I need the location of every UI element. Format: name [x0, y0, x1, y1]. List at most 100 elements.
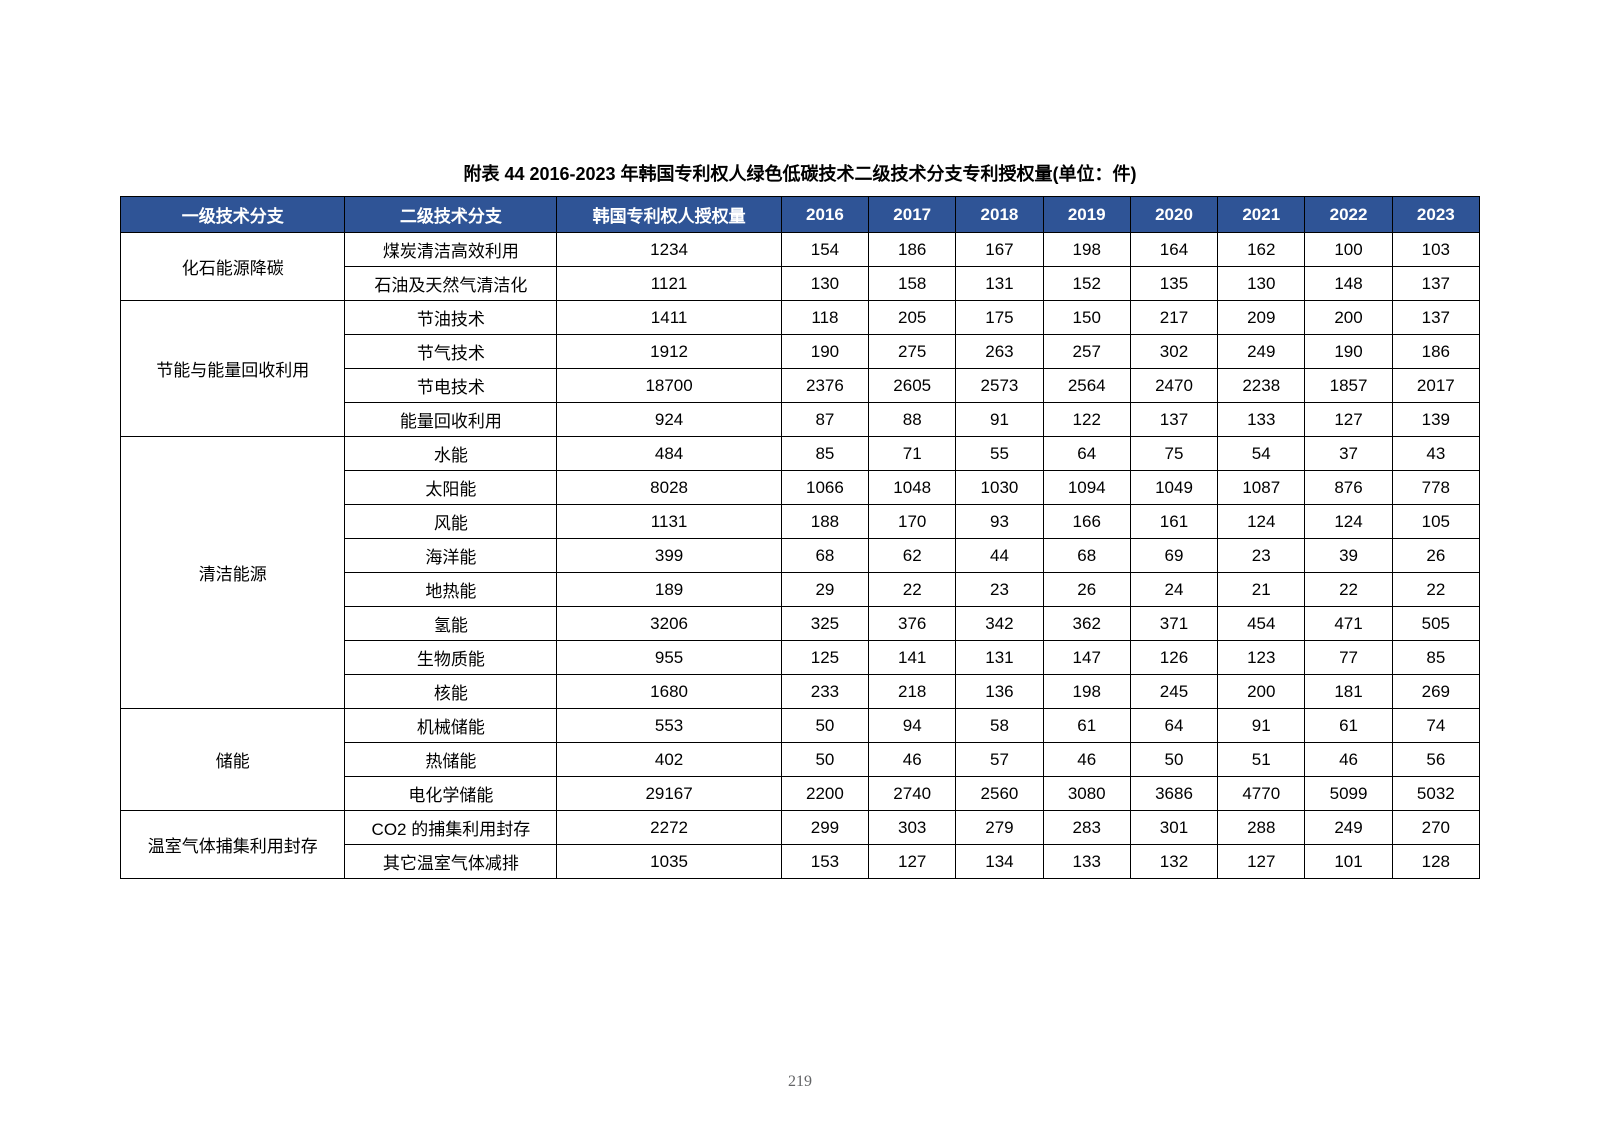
- category-level2-cell: 能量回收利用: [345, 403, 557, 437]
- year-value-cell: 133: [1043, 845, 1130, 879]
- year-value-cell: 137: [1130, 403, 1217, 437]
- year-value-cell: 152: [1043, 267, 1130, 301]
- header-level1: 一级技术分支: [121, 197, 345, 233]
- year-value-cell: 87: [781, 403, 868, 437]
- year-value-cell: 124: [1218, 505, 1305, 539]
- total-cell: 402: [557, 743, 781, 777]
- year-value-cell: 46: [1043, 743, 1130, 777]
- year-value-cell: 3080: [1043, 777, 1130, 811]
- year-value-cell: 85: [781, 437, 868, 471]
- patent-data-table: 一级技术分支 二级技术分支 韩国专利权人授权量 2016 2017 2018 2…: [120, 196, 1480, 879]
- year-value-cell: 39: [1305, 539, 1392, 573]
- header-2017: 2017: [869, 197, 956, 233]
- year-value-cell: 2560: [956, 777, 1043, 811]
- total-cell: 1121: [557, 267, 781, 301]
- category-level2-cell: 煤炭清洁高效利用: [345, 233, 557, 267]
- year-value-cell: 1094: [1043, 471, 1130, 505]
- year-value-cell: 137: [1392, 267, 1479, 301]
- year-value-cell: 118: [781, 301, 868, 335]
- category-level2-cell: 太阳能: [345, 471, 557, 505]
- year-value-cell: 94: [869, 709, 956, 743]
- year-value-cell: 190: [781, 335, 868, 369]
- year-value-cell: 131: [956, 267, 1043, 301]
- year-value-cell: 57: [956, 743, 1043, 777]
- year-value-cell: 1049: [1130, 471, 1217, 505]
- total-cell: 955: [557, 641, 781, 675]
- year-value-cell: 105: [1392, 505, 1479, 539]
- year-value-cell: 200: [1218, 675, 1305, 709]
- year-value-cell: 22: [1305, 573, 1392, 607]
- year-value-cell: 186: [1392, 335, 1479, 369]
- year-value-cell: 101: [1305, 845, 1392, 879]
- table-row: 清洁能源水能4848571556475543743: [121, 437, 1480, 471]
- category-level2-cell: 节油技术: [345, 301, 557, 335]
- year-value-cell: 125: [781, 641, 868, 675]
- header-2023: 2023: [1392, 197, 1479, 233]
- year-value-cell: 233: [781, 675, 868, 709]
- year-value-cell: 148: [1305, 267, 1392, 301]
- header-2020: 2020: [1130, 197, 1217, 233]
- table-body: 化石能源降碳煤炭清洁高效利用12341541861671981641621001…: [121, 233, 1480, 879]
- category-level2-cell: 风能: [345, 505, 557, 539]
- header-2016: 2016: [781, 197, 868, 233]
- year-value-cell: 88: [869, 403, 956, 437]
- total-cell: 2272: [557, 811, 781, 845]
- category-level2-cell: 生物质能: [345, 641, 557, 675]
- category-level2-cell: 热储能: [345, 743, 557, 777]
- year-value-cell: 91: [956, 403, 1043, 437]
- year-value-cell: 162: [1218, 233, 1305, 267]
- header-row: 一级技术分支 二级技术分支 韩国专利权人授权量 2016 2017 2018 2…: [121, 197, 1480, 233]
- year-value-cell: 249: [1218, 335, 1305, 369]
- year-value-cell: 200: [1305, 301, 1392, 335]
- year-value-cell: 93: [956, 505, 1043, 539]
- year-value-cell: 778: [1392, 471, 1479, 505]
- year-value-cell: 58: [956, 709, 1043, 743]
- category-level2-cell: 节电技术: [345, 369, 557, 403]
- year-value-cell: 245: [1130, 675, 1217, 709]
- year-value-cell: 77: [1305, 641, 1392, 675]
- year-value-cell: 91: [1218, 709, 1305, 743]
- year-value-cell: 44: [956, 539, 1043, 573]
- year-value-cell: 269: [1392, 675, 1479, 709]
- year-value-cell: 154: [781, 233, 868, 267]
- year-value-cell: 22: [1392, 573, 1479, 607]
- year-value-cell: 123: [1218, 641, 1305, 675]
- year-value-cell: 56: [1392, 743, 1479, 777]
- year-value-cell: 166: [1043, 505, 1130, 539]
- total-cell: 399: [557, 539, 781, 573]
- year-value-cell: 190: [1305, 335, 1392, 369]
- year-value-cell: 270: [1392, 811, 1479, 845]
- table-header: 一级技术分支 二级技术分支 韩国专利权人授权量 2016 2017 2018 2…: [121, 197, 1480, 233]
- total-cell: 1131: [557, 505, 781, 539]
- year-value-cell: 127: [1218, 845, 1305, 879]
- year-value-cell: 23: [1218, 539, 1305, 573]
- year-value-cell: 362: [1043, 607, 1130, 641]
- total-cell: 29167: [557, 777, 781, 811]
- year-value-cell: 133: [1218, 403, 1305, 437]
- year-value-cell: 131: [956, 641, 1043, 675]
- year-value-cell: 54: [1218, 437, 1305, 471]
- total-cell: 553: [557, 709, 781, 743]
- category-level2-cell: CO2 的捕集利用封存: [345, 811, 557, 845]
- year-value-cell: 158: [869, 267, 956, 301]
- total-cell: 1912: [557, 335, 781, 369]
- year-value-cell: 2200: [781, 777, 868, 811]
- year-value-cell: 50: [1130, 743, 1217, 777]
- total-cell: 18700: [557, 369, 781, 403]
- category-level2-cell: 氢能: [345, 607, 557, 641]
- total-cell: 8028: [557, 471, 781, 505]
- year-value-cell: 55: [956, 437, 1043, 471]
- year-value-cell: 325: [781, 607, 868, 641]
- year-value-cell: 161: [1130, 505, 1217, 539]
- year-value-cell: 218: [869, 675, 956, 709]
- year-value-cell: 263: [956, 335, 1043, 369]
- year-value-cell: 164: [1130, 233, 1217, 267]
- year-value-cell: 2605: [869, 369, 956, 403]
- year-value-cell: 1087: [1218, 471, 1305, 505]
- year-value-cell: 132: [1130, 845, 1217, 879]
- year-value-cell: 257: [1043, 335, 1130, 369]
- year-value-cell: 22: [869, 573, 956, 607]
- year-value-cell: 1030: [956, 471, 1043, 505]
- year-value-cell: 128: [1392, 845, 1479, 879]
- year-value-cell: 376: [869, 607, 956, 641]
